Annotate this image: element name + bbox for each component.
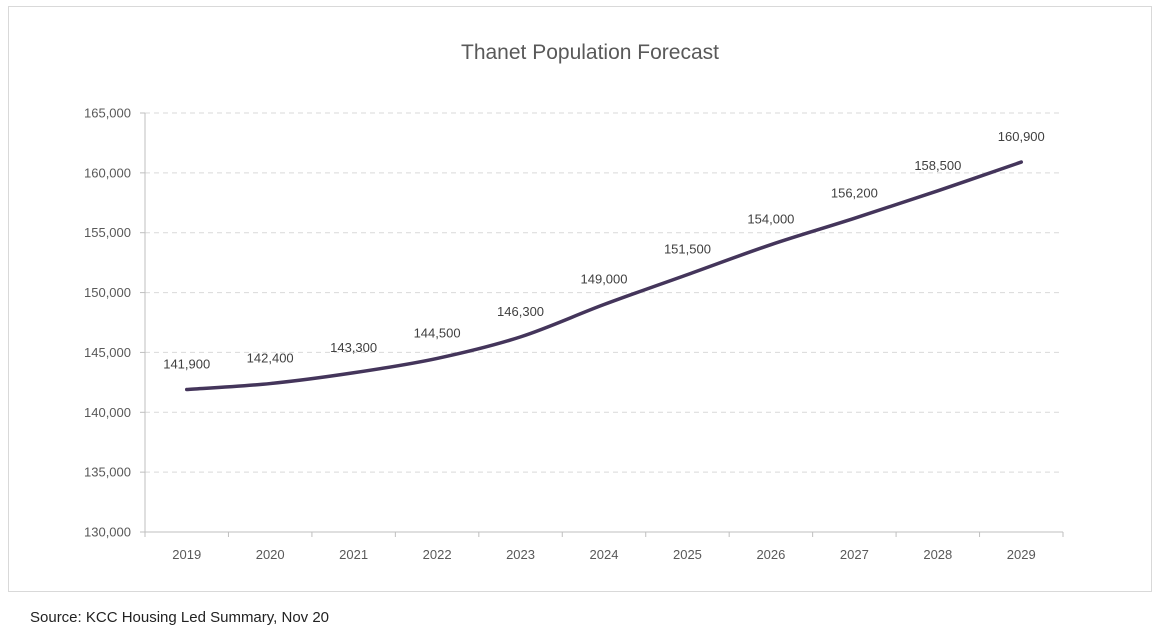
data-point: [519, 335, 523, 339]
x-tick-label: 2021: [339, 547, 368, 562]
data-labels: 141,900 142,400 143,300 144,500 146,300 149,0…: [163, 129, 1045, 371]
x-tick-label: 2023: [506, 547, 535, 562]
x-tick-label: 2024: [590, 547, 619, 562]
x-tick-label: 2027: [840, 547, 869, 562]
x-tick-label: 2028: [923, 547, 952, 562]
y-tick-label: 165,000: [84, 106, 131, 121]
data-label: 156,200: [831, 185, 878, 200]
data-point: [852, 216, 856, 220]
y-tick-label: 160,000: [84, 165, 131, 180]
series: [184, 160, 1024, 392]
line-chart: Thanet Population Forecast 130,000 135,00…: [84, 41, 1064, 562]
y-tick-label: 155,000: [84, 225, 131, 240]
data-point: [685, 273, 689, 277]
data-point: [602, 303, 606, 307]
chart-title: Thanet Population Forecast: [461, 41, 719, 64]
y-tick-label: 135,000: [84, 465, 131, 480]
series-line: [184, 160, 1024, 392]
data-label: 160,900: [998, 129, 1045, 144]
x-tick-label: 2019: [172, 547, 201, 562]
y-tick-label: 140,000: [84, 405, 131, 420]
data-label: 158,500: [914, 158, 961, 173]
chart-frame: [8, 6, 1152, 592]
gridlines: [145, 112, 1063, 473]
data-label: 141,900: [163, 357, 210, 372]
y-tick-label: 130,000: [84, 525, 131, 540]
x-axis-ticks: 2019 2020 2021 2022 2023 2024 2025 2026 2027 2028…: [172, 547, 1035, 562]
y-tick-label: 145,000: [84, 345, 131, 360]
x-tick-label: 2026: [756, 547, 785, 562]
data-point: [435, 356, 439, 360]
data-point: [352, 371, 356, 375]
x-tick-label: 2025: [673, 547, 702, 562]
x-tick-label: 2029: [1007, 547, 1036, 562]
source-note: Source: KCC Housing Led Summary, Nov 20: [30, 609, 330, 626]
data-label: 151,500: [664, 242, 711, 257]
data-label: 149,000: [581, 272, 628, 287]
x-tick-label: 2020: [256, 547, 285, 562]
data-point: [936, 189, 940, 193]
data-label: 144,500: [414, 325, 461, 340]
axes: [140, 112, 1064, 537]
data-point: [1019, 160, 1023, 164]
x-tick-label: 2022: [423, 547, 452, 562]
data-point: [769, 243, 773, 247]
data-point: [185, 388, 189, 392]
data-label: 143,300: [330, 340, 377, 355]
data-label: 142,400: [247, 351, 294, 366]
data-point: [268, 382, 272, 386]
data-label: 146,300: [497, 304, 544, 319]
data-label: 154,000: [747, 212, 794, 227]
y-axis-ticks: 130,000 135,000 140,000 145,000 150,000 155,0…: [84, 106, 131, 540]
y-tick-label: 150,000: [84, 285, 131, 300]
